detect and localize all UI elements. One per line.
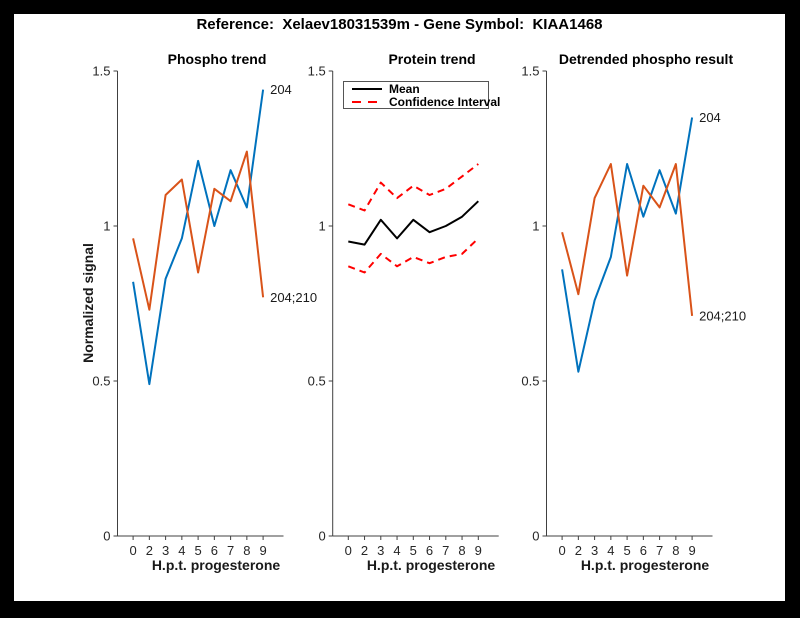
phospho-trend-series-204-210-line [132,150,265,311]
protein-trend-x-tick-label: 8 [458,543,465,558]
detrended-phospho-result-x-tick-label: 2 [575,543,582,558]
phospho-trend-series-end-label: 204;210 [270,290,317,305]
detrended-phospho-result-x-tick-label: 4 [607,543,614,558]
phospho-trend-y-tick-label: 0 [103,529,110,544]
x-axis-label-3: H.p.t. progesterone [580,557,710,573]
detrended-phospho-result-series-end-label: 204;210 [699,308,746,323]
x-axis-label-1: H.p.t. progesterone [151,557,281,573]
detrended-phospho-result-y-tick-label: 1 [532,219,539,234]
legend-entry-confidence-interval: Confidence Interval [344,96,500,108]
protein-trend-series-confidence-interval-upper-line [347,163,479,212]
mean-line-sample-icon [352,87,382,90]
detrended-phospho-result-y-tick-label: 1.5 [521,64,539,79]
protein-trend-x-tick-label: 6 [426,543,433,558]
detrended-phospho-result-y-tick-label: 0 [532,529,539,544]
phospho-trend-x-tick-label: 9 [259,543,266,558]
protein-trend-x-tick-label: 5 [410,543,417,558]
detrended-phospho-result-series-204-line [561,117,694,373]
detrended-phospho-result-x-tick-label: 9 [688,543,695,558]
detrended-phospho-result-x-tick-label: 7 [656,543,663,558]
detrended-phospho-result-series-204-210-line [561,163,694,317]
protein-trend-x-tick-label: 9 [475,543,482,558]
detrended-phospho-result-x-tick-label: 0 [558,543,565,558]
protein-trend-series-mean-line [348,200,479,246]
y-axis-label: Normalized signal [80,243,96,363]
phospho-trend-x-tick-label: 3 [162,543,169,558]
detrended-phospho-result-y-tick-label: 0.5 [521,374,539,389]
protein-trend-y-tick-label: 0 [318,529,325,544]
protein-trend-y-tick-label: 1 [318,219,325,234]
phospho-trend-y-tick-label: 0.5 [92,374,110,389]
phospho-trend-x-tick-label: 5 [194,543,201,558]
subplot-title-phospho-trend: Phospho trend [167,51,267,67]
phospho-trend-series-204-line [132,89,265,386]
protein-trend-x-tick-label: 7 [442,543,449,558]
protein-trend-x-tick-label: 4 [393,543,400,558]
x-axis-label-2: H.p.t. progesterone [366,557,496,573]
legend-box: Mean Confidence Interval [343,81,500,109]
figure-canvas [14,14,785,601]
protein-trend-y-tick-label: 1.5 [308,64,326,79]
protein-trend-x-tick-label: 3 [377,543,384,558]
detrended-phospho-result-x-tick-label: 5 [623,543,630,558]
detrended-phospho-result-x-tick-label: 8 [672,543,679,558]
phospho-trend-x-tick-label: 0 [129,543,136,558]
phospho-trend-y-tick-label: 1.5 [92,64,110,79]
phospho-trend-y-tick-label: 1 [103,219,110,234]
subplot-title-detrended-phospho-result: Detrended phospho result [558,51,734,67]
phospho-trend-x-tick-label: 4 [178,543,185,558]
phospho-trend-series-end-label: 204 [270,82,292,97]
detrended-phospho-result-series-end-label: 204 [699,110,721,125]
confidence-interval-dashed-line-sample-icon [352,100,382,103]
subplot-title-protein-trend: Protein trend [388,51,476,67]
figure-title: Reference: Xelaev18031539m - Gene Symbol… [196,16,603,33]
protein-trend-x-tick-label: 0 [345,543,352,558]
detrended-phospho-result-x-tick-label: 6 [640,543,647,558]
detrended-phospho-result-x-tick-label: 3 [591,543,598,558]
protein-trend-y-tick-label: 0.5 [308,374,326,389]
legend-label-mean: Mean [389,81,420,96]
phospho-trend-x-tick-label: 8 [243,543,250,558]
phospho-trend-x-tick-label: 6 [211,543,218,558]
phospho-trend-x-tick-label: 2 [146,543,153,558]
protein-trend-series-confidence-interval-lower-line [347,237,479,274]
phospho-trend-x-tick-label: 7 [227,543,234,558]
legend-entry-mean: Mean [344,83,488,95]
legend-label-confidence-interval: Confidence Interval [389,94,501,109]
protein-trend-x-tick-label: 2 [361,543,368,558]
